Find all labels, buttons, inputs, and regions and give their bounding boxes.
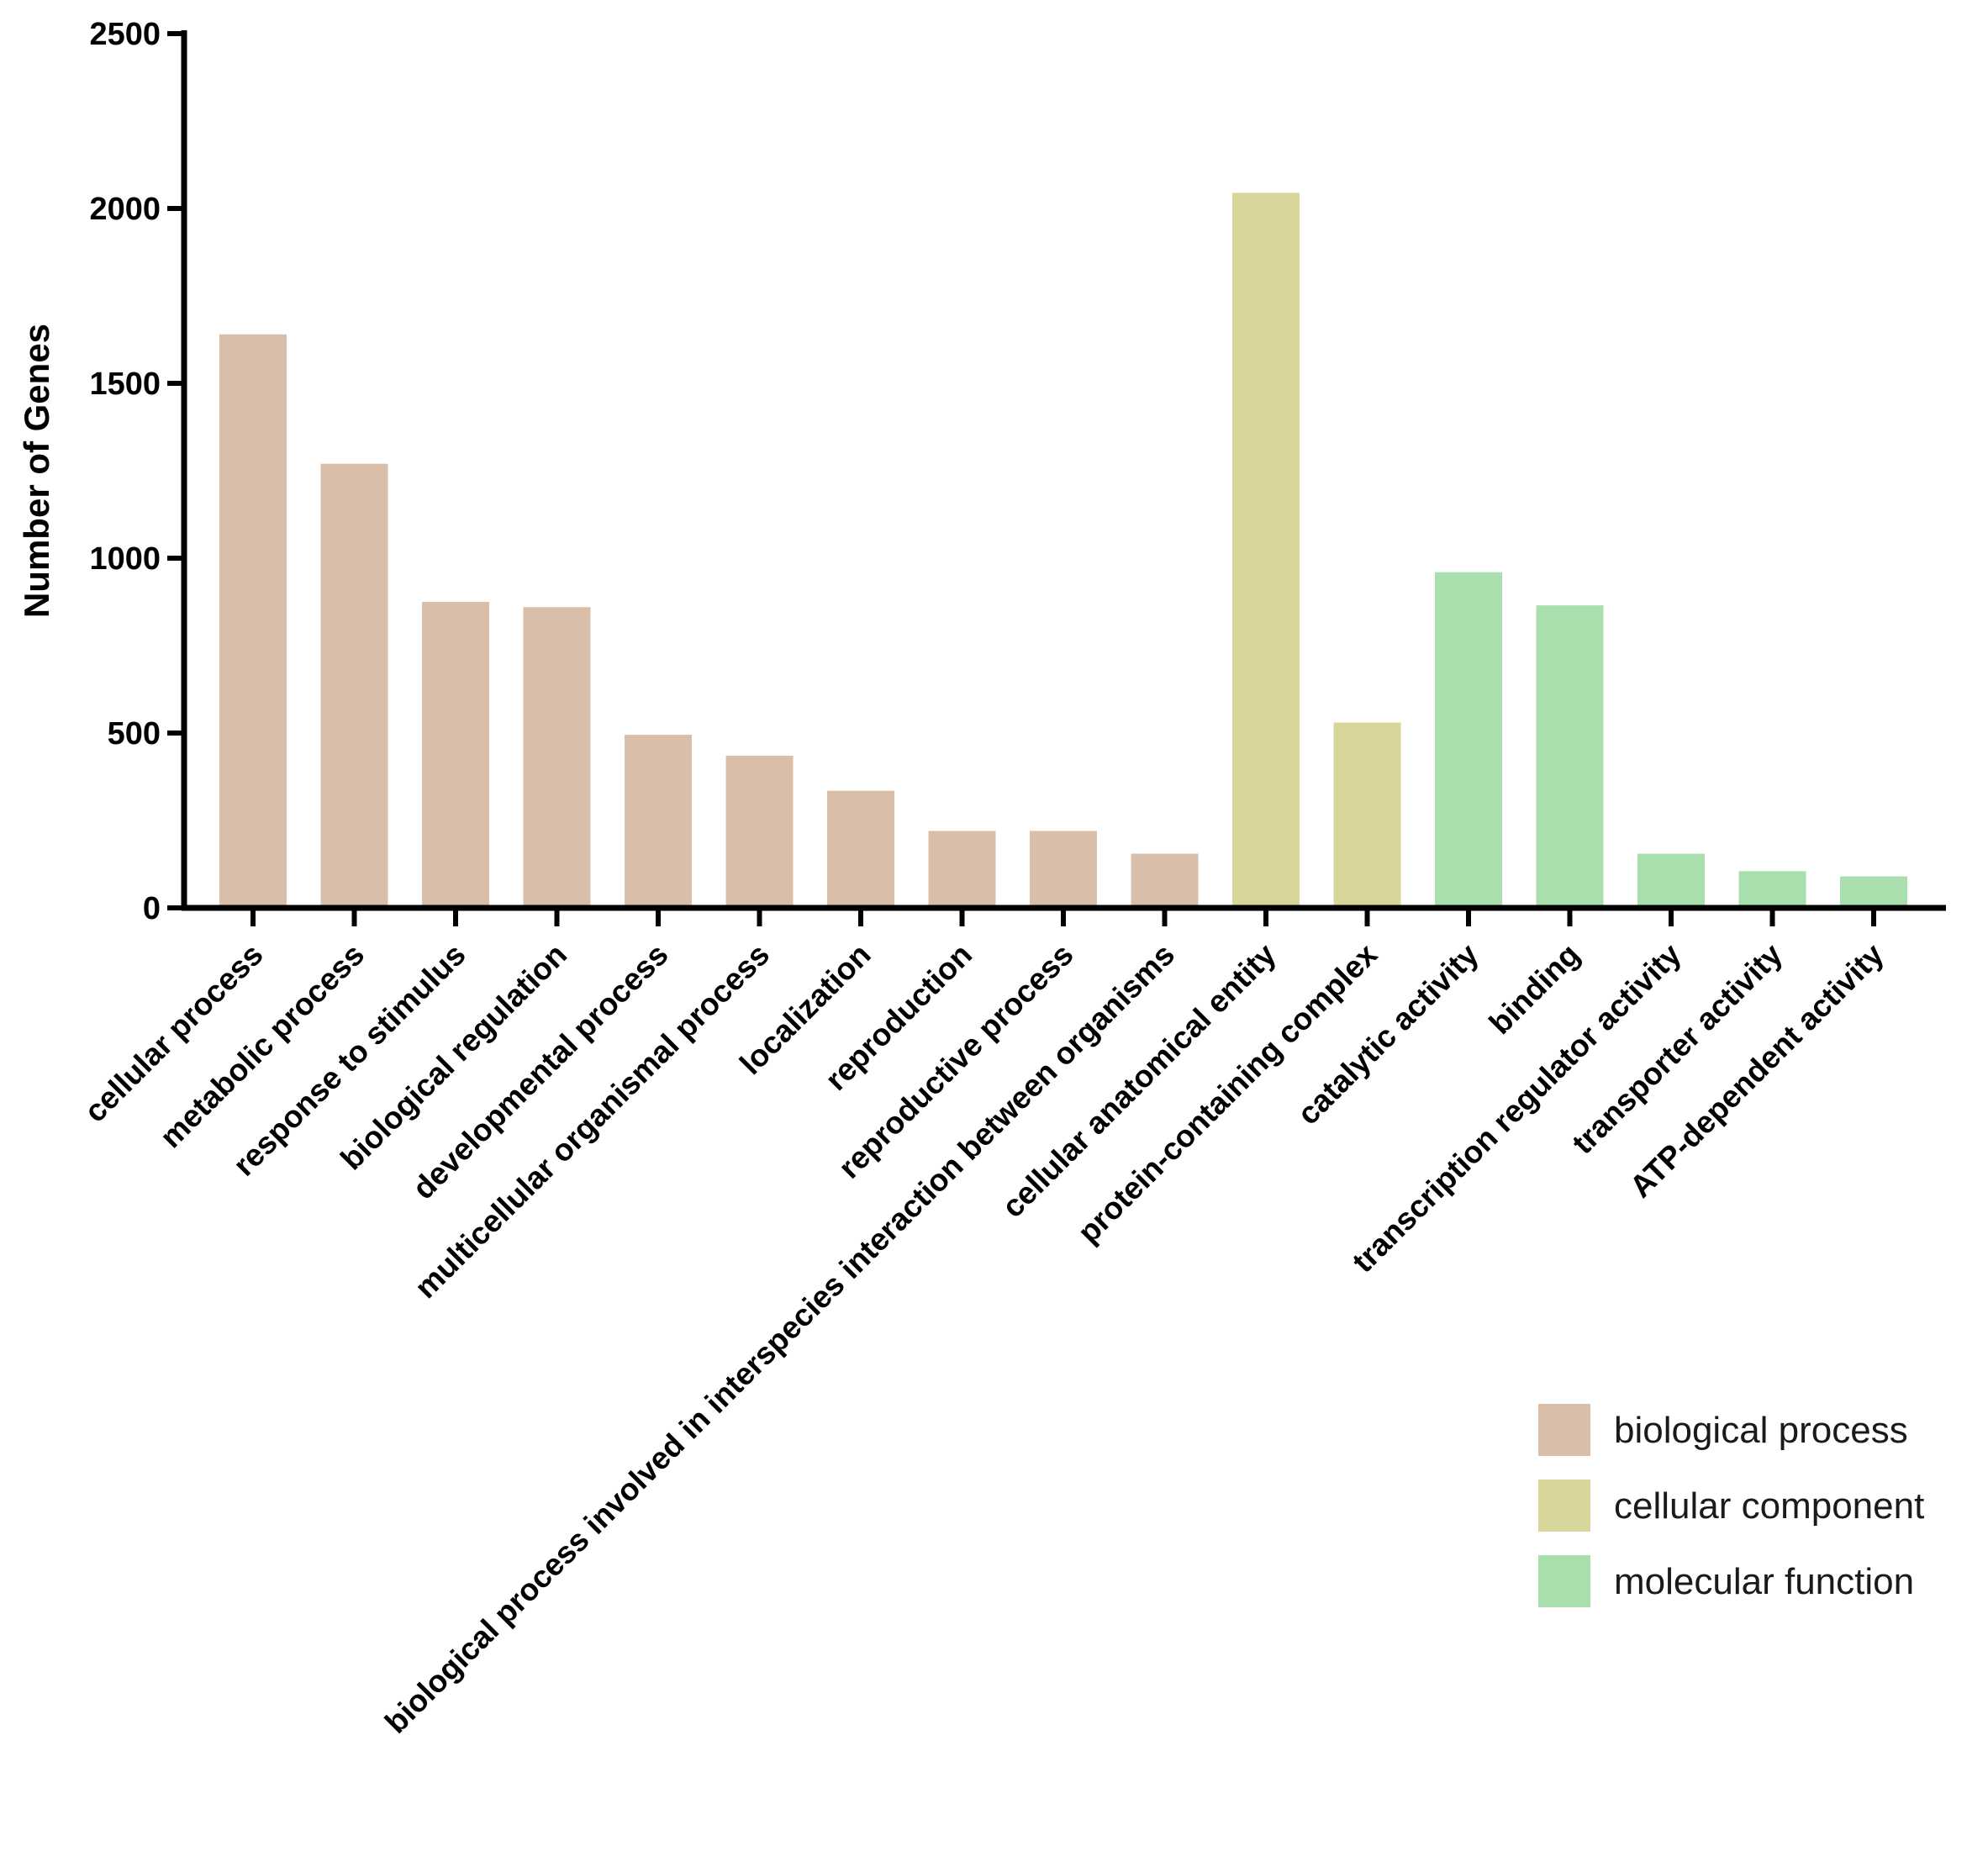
y-tick-label: 2500	[89, 17, 161, 52]
x-tick-label: cellular process	[77, 937, 269, 1129]
legend-label: molecular function	[1614, 1561, 1914, 1602]
legend-swatch	[1538, 1404, 1590, 1456]
legend-swatch	[1538, 1480, 1590, 1532]
bar-4	[523, 607, 591, 908]
x-tick-label: catalytic activity	[1291, 936, 1485, 1131]
y-tick-label: 500	[108, 716, 161, 752]
legend-label: cellular component	[1614, 1485, 1924, 1527]
bar-17	[1840, 876, 1907, 908]
bar-5	[625, 735, 692, 908]
legend-label: biological process	[1614, 1410, 1908, 1451]
bar-7	[827, 790, 894, 908]
y-tick-label: 1500	[89, 367, 161, 402]
bar-10	[1131, 853, 1199, 908]
y-axis-title: Number of Genes	[17, 324, 56, 618]
bar-14	[1536, 605, 1604, 908]
y-tick-label: 1000	[89, 541, 161, 577]
bar-11	[1232, 193, 1300, 908]
bar-1	[219, 334, 287, 908]
bar-12	[1333, 722, 1401, 908]
x-tick-label: binding	[1483, 937, 1586, 1041]
bar-13	[1435, 572, 1502, 908]
bar-15	[1637, 853, 1705, 908]
bar-2	[320, 463, 388, 908]
bar-6	[725, 756, 794, 908]
x-tick-label: multicellular organismal process	[409, 937, 777, 1306]
bar-8	[928, 831, 996, 908]
y-tick-label: 2000	[89, 192, 161, 227]
y-tick-label: 0	[143, 891, 161, 926]
bar-16	[1738, 871, 1806, 908]
bar-9	[1030, 831, 1097, 908]
bar-3	[422, 602, 489, 908]
legend-swatch	[1538, 1555, 1590, 1607]
